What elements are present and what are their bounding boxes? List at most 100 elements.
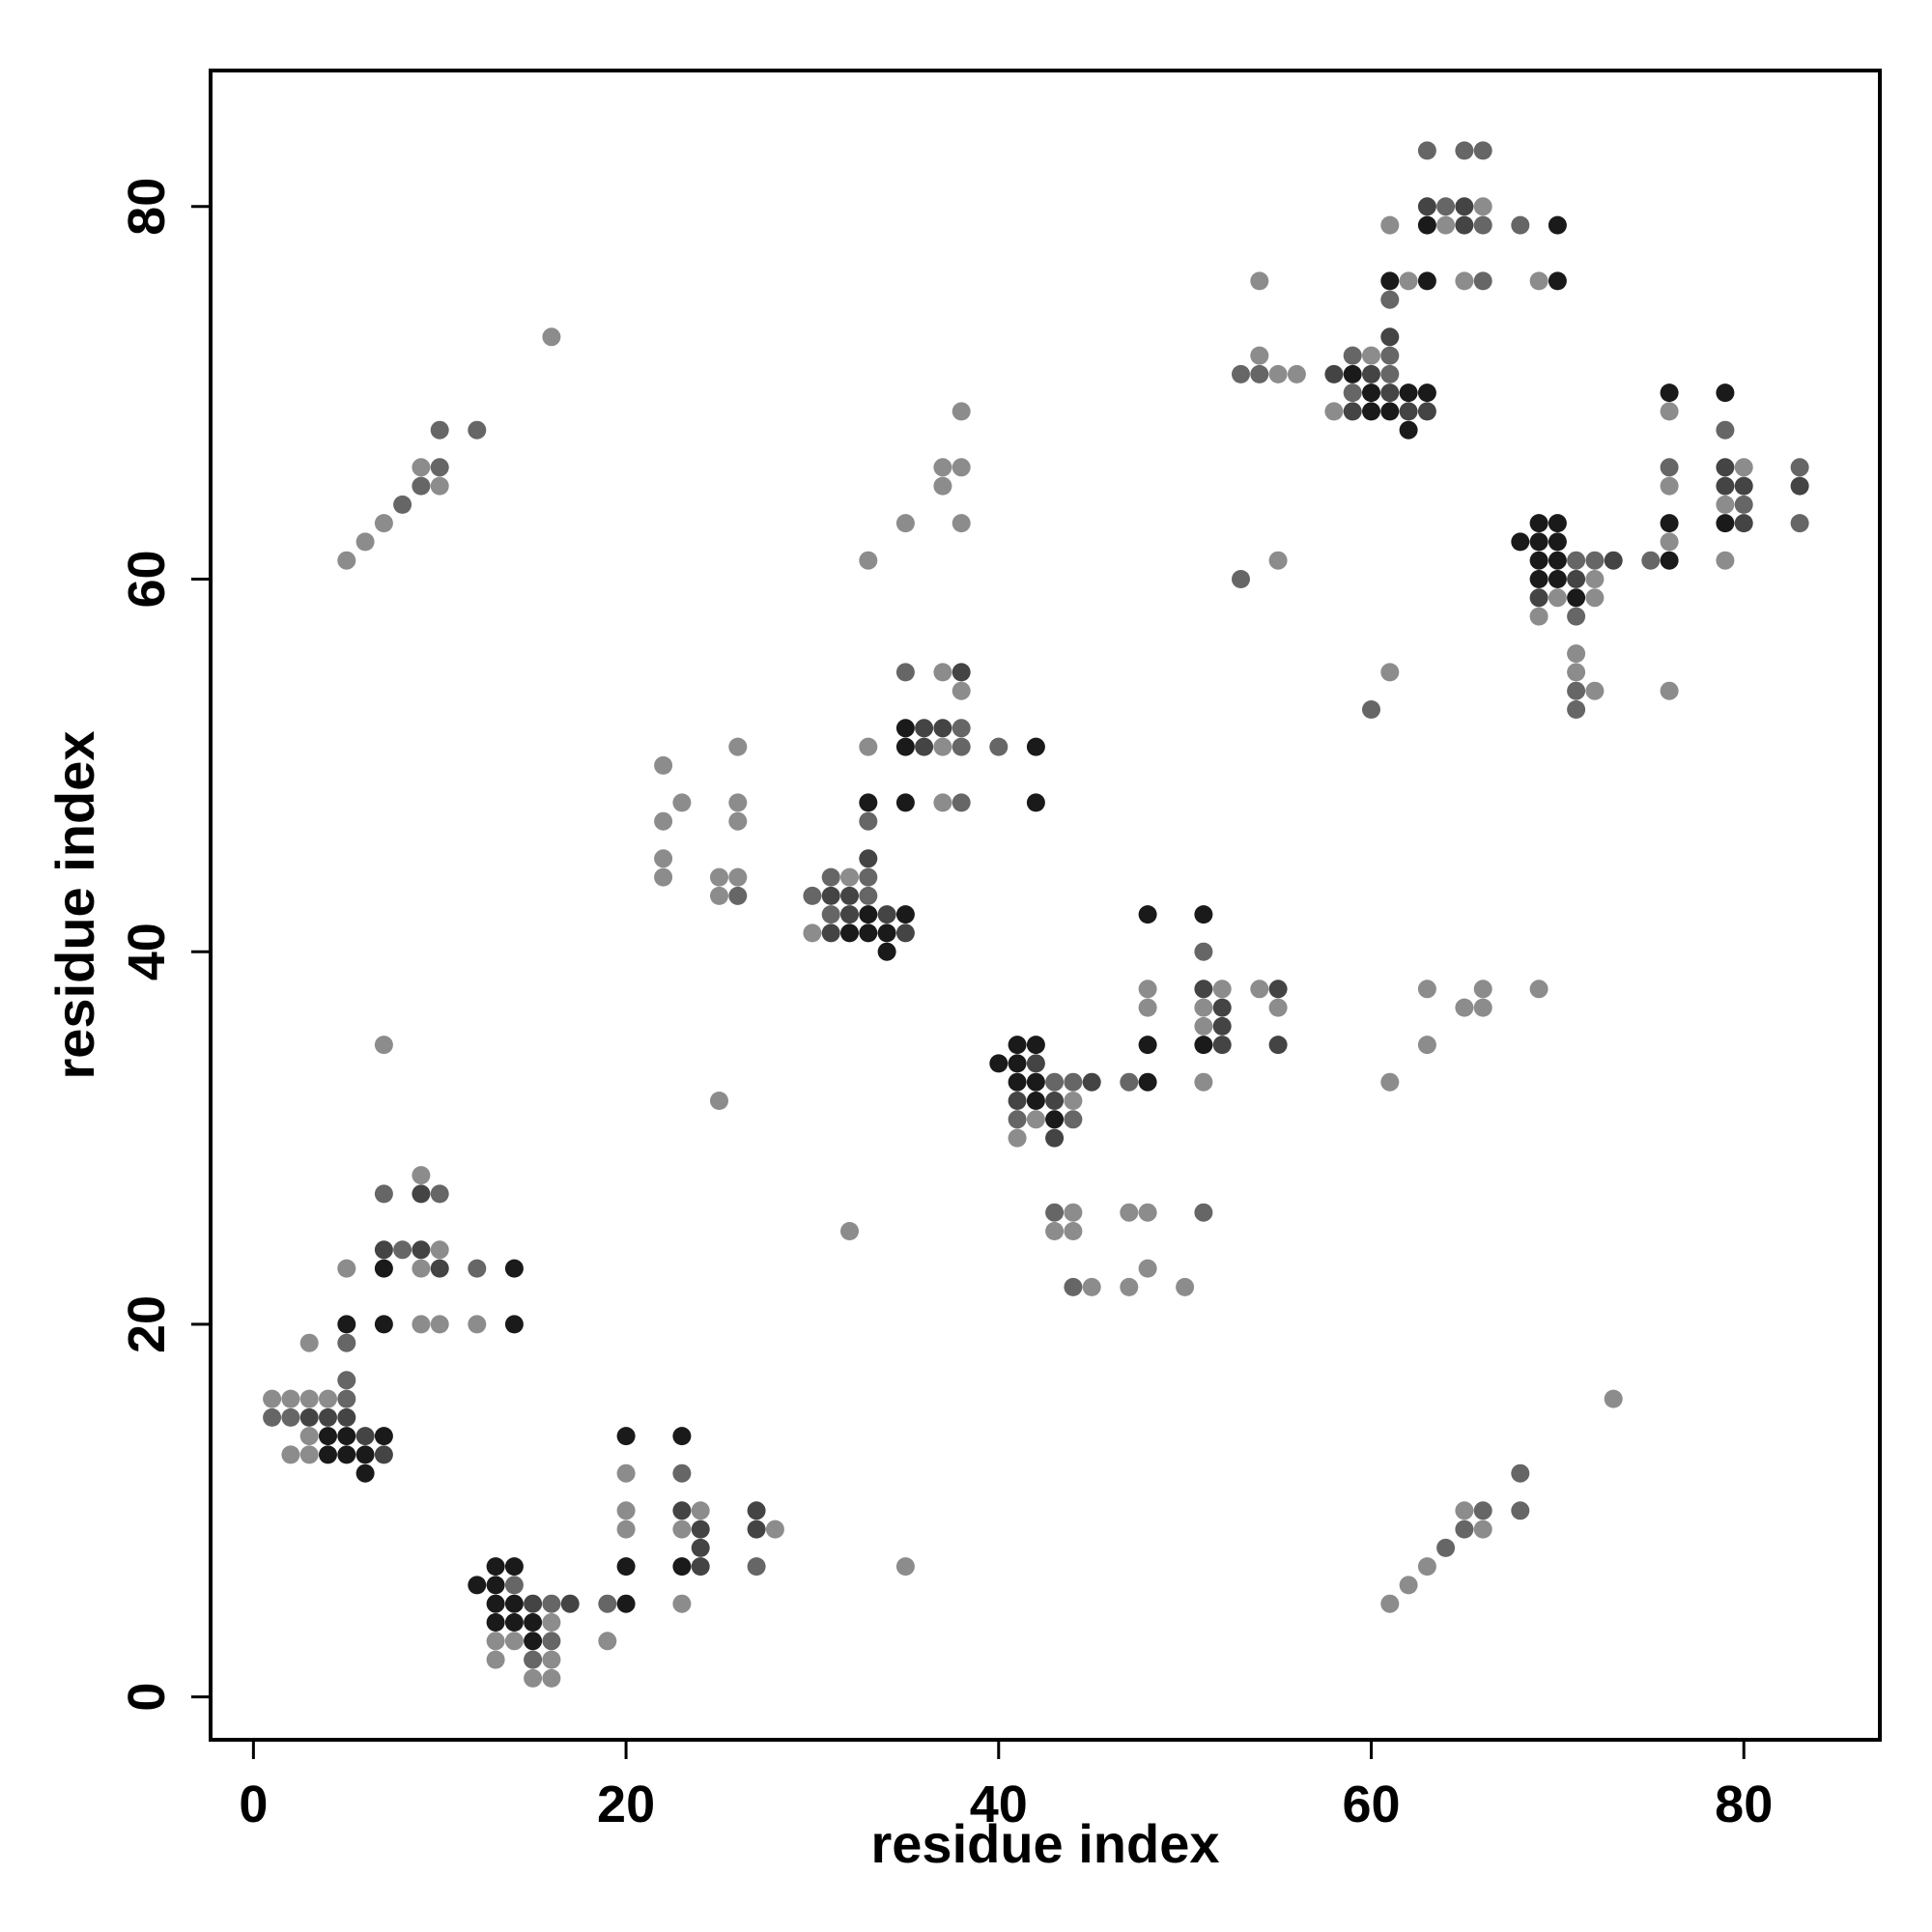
data-point bbox=[1585, 681, 1605, 700]
data-point bbox=[1138, 998, 1157, 1017]
data-point bbox=[1399, 384, 1418, 403]
data-point bbox=[598, 1632, 617, 1651]
data-point bbox=[486, 1557, 505, 1577]
data-point bbox=[616, 1594, 636, 1613]
data-point bbox=[486, 1613, 505, 1632]
data-point bbox=[859, 551, 878, 570]
data-point bbox=[355, 532, 375, 552]
data-point bbox=[374, 1445, 393, 1464]
data-point bbox=[1064, 1110, 1083, 1129]
data-point bbox=[598, 1594, 617, 1613]
data-point bbox=[1790, 458, 1809, 477]
data-point bbox=[319, 1389, 337, 1408]
data-point bbox=[430, 420, 449, 440]
data-point bbox=[933, 458, 952, 477]
data-point bbox=[1008, 1036, 1027, 1055]
data-point bbox=[933, 476, 952, 496]
data-point bbox=[1268, 980, 1288, 999]
data-point bbox=[1473, 980, 1492, 999]
data-point bbox=[1529, 980, 1548, 999]
data-point bbox=[672, 1520, 692, 1539]
data-point bbox=[1529, 532, 1548, 552]
data-point bbox=[1436, 197, 1456, 216]
data-point bbox=[486, 1650, 505, 1669]
data-point bbox=[952, 681, 971, 700]
data-points bbox=[263, 141, 1809, 1688]
data-point bbox=[542, 1632, 561, 1651]
data-point bbox=[1529, 271, 1548, 291]
data-point bbox=[430, 1259, 449, 1278]
data-point bbox=[840, 905, 859, 924]
data-point bbox=[1008, 1072, 1027, 1092]
data-point bbox=[952, 514, 971, 533]
data-point bbox=[672, 1501, 692, 1520]
data-point bbox=[989, 737, 1009, 756]
data-point bbox=[1120, 1072, 1139, 1092]
data-point bbox=[1660, 681, 1679, 700]
data-point bbox=[1045, 1072, 1065, 1092]
data-point bbox=[1064, 1072, 1083, 1092]
data-point bbox=[765, 1520, 784, 1539]
data-point bbox=[840, 1222, 859, 1240]
data-point bbox=[1790, 476, 1809, 496]
data-point bbox=[915, 737, 934, 756]
data-point bbox=[524, 1650, 543, 1669]
data-point bbox=[468, 420, 487, 440]
data-point bbox=[468, 1576, 487, 1595]
data-point bbox=[654, 867, 673, 887]
data-point bbox=[1268, 551, 1288, 570]
data-point bbox=[1567, 607, 1586, 626]
data-point bbox=[1008, 1128, 1027, 1148]
data-point bbox=[374, 1240, 393, 1260]
data-point bbox=[468, 1259, 487, 1278]
data-point bbox=[412, 458, 431, 477]
data-point bbox=[1585, 570, 1605, 588]
data-point bbox=[299, 1333, 319, 1352]
data-point bbox=[1473, 998, 1492, 1017]
data-point bbox=[1734, 458, 1753, 477]
data-point bbox=[319, 1445, 337, 1464]
data-point bbox=[1455, 271, 1474, 291]
data-point bbox=[1045, 1222, 1065, 1240]
data-point bbox=[374, 1315, 393, 1334]
data-point bbox=[859, 867, 878, 887]
data-point bbox=[1194, 1203, 1213, 1222]
data-point bbox=[1455, 1501, 1474, 1520]
data-point bbox=[859, 886, 878, 905]
data-point bbox=[486, 1632, 505, 1651]
data-point bbox=[1250, 346, 1269, 365]
data-point bbox=[1324, 402, 1344, 421]
data-point bbox=[1417, 215, 1436, 235]
data-point bbox=[1417, 271, 1436, 291]
x-tick-label: 0 bbox=[239, 1776, 268, 1833]
data-point bbox=[374, 1036, 393, 1055]
data-point bbox=[337, 1407, 356, 1427]
data-point bbox=[486, 1594, 505, 1613]
data-point bbox=[1250, 271, 1269, 291]
data-point bbox=[1399, 402, 1418, 421]
data-point bbox=[1567, 570, 1586, 588]
data-point bbox=[1473, 141, 1492, 160]
data-point bbox=[1641, 551, 1661, 570]
data-point bbox=[374, 1259, 393, 1278]
data-point bbox=[691, 1538, 710, 1557]
data-point bbox=[412, 1166, 431, 1185]
data-point bbox=[1548, 551, 1567, 570]
data-point bbox=[1548, 215, 1567, 235]
data-point bbox=[859, 923, 878, 943]
data-point bbox=[1026, 793, 1045, 812]
data-point bbox=[542, 1650, 561, 1669]
data-point bbox=[895, 1557, 915, 1577]
data-point bbox=[374, 1427, 393, 1446]
data-point bbox=[1026, 1110, 1045, 1129]
data-point bbox=[524, 1613, 543, 1632]
data-point bbox=[1660, 551, 1679, 570]
data-point bbox=[1380, 1594, 1400, 1613]
data-point bbox=[1660, 402, 1679, 421]
data-point bbox=[1380, 384, 1400, 403]
data-point bbox=[1380, 402, 1400, 421]
data-point bbox=[1529, 588, 1548, 608]
y-tick-label: 60 bbox=[118, 550, 176, 608]
data-point bbox=[1045, 1203, 1065, 1222]
